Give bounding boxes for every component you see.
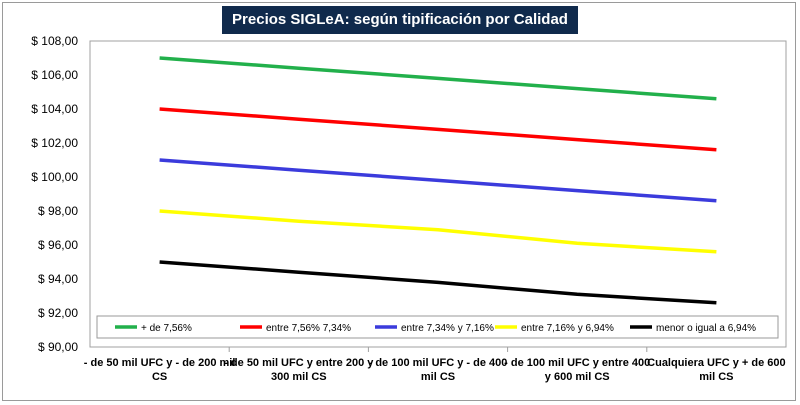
y-tick-label: $ 96,00 [38,238,78,252]
legend-label: entre 7,16% y 6,94% [521,323,614,334]
y-tick-label: $ 98,00 [38,204,78,218]
y-tick-label: $ 94,00 [38,272,78,286]
plot-area [89,40,787,348]
chart-title: Precios SIGLeA: según tipificación por C… [222,6,578,34]
y-tick-label: $ 108,00 [31,34,78,48]
series-line [159,56,717,101]
series-line [159,209,717,254]
series-line [159,107,717,152]
legend-label: + de 7,56% [141,323,192,334]
legend-label: menor o igual a 6,94% [656,323,756,334]
y-tick-label: $ 100,00 [31,170,78,184]
x-tick-label: - de 50 mil UFC y - de 200 mil CS [84,357,236,383]
x-tick-label: - de 100 mil UFC y - de 400 mil CS [369,357,508,383]
y-tick-label: $ 106,00 [31,68,78,82]
series-line [159,260,717,305]
series-line [159,158,717,203]
legend-label: entre 7,34% y 7,16% [401,323,494,334]
y-tick-label: $ 104,00 [31,102,78,116]
legend-box [96,315,779,339]
y-tick-label: $ 92,00 [38,306,78,320]
legend-label: entre 7,56% 7,34% [266,323,351,334]
y-tick-label: $ 90,00 [38,340,78,354]
x-tick-label: - de 50 mil UFC y entre 200 y 300 mil CS [224,357,374,383]
x-tick-label: Cualquiera UFC y + de 600 mil CS [647,357,785,383]
y-tick-label: $ 102,00 [31,136,78,150]
x-tick-label: - de 100 mil UFC y entre 400 y 600 mil CS [504,357,650,383]
